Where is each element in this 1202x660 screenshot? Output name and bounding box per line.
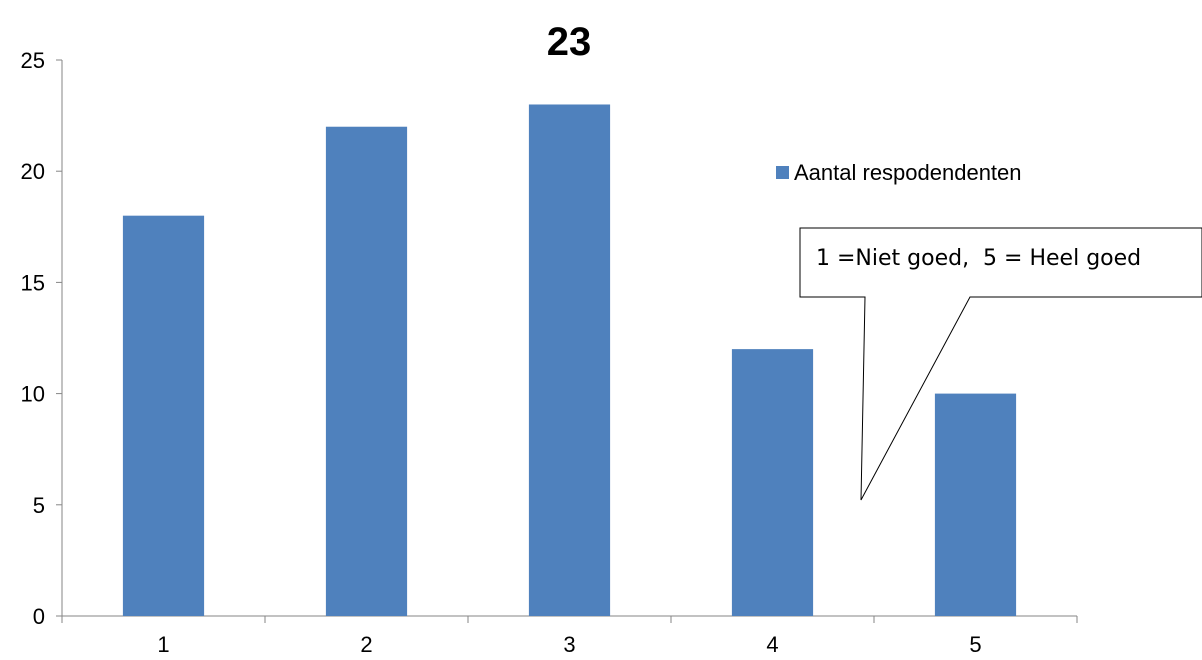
callout-text: 1 =Niet goed, 5 = Heel goed: [816, 246, 1141, 271]
bar: [122, 215, 205, 616]
y-tick-label: 20: [21, 159, 45, 184]
y-tick-label: 25: [21, 48, 45, 73]
y-tick-label: 5: [33, 493, 45, 518]
bar: [934, 393, 1017, 616]
x-tick-label: 4: [766, 632, 778, 655]
x-tick-label: 3: [563, 632, 575, 655]
callout-shape: [799, 227, 1202, 501]
x-axis: 1 2 3 4 5: [61, 615, 1078, 657]
bar: [325, 126, 408, 616]
legend-label: Aantal respodendenten: [794, 160, 1022, 185]
chart-title: 23: [547, 20, 592, 64]
callout: 1 =Niet goed, 5 = Heel goed: [799, 227, 1202, 501]
bars: [122, 104, 1017, 616]
bar: [731, 349, 814, 616]
y-axis: 0 5 10 15 20 25: [21, 48, 63, 629]
x-tick-label: 2: [360, 632, 372, 655]
y-tick-label: 0: [33, 604, 45, 629]
legend-swatch: [776, 166, 789, 179]
y-tick-label: 10: [21, 382, 45, 407]
y-tick-label: 15: [21, 270, 45, 295]
bar: [528, 104, 611, 616]
x-tick-label: 1: [157, 632, 169, 655]
x-tick-label: 5: [969, 632, 981, 655]
legend: Aantal respodendenten: [776, 160, 1022, 185]
